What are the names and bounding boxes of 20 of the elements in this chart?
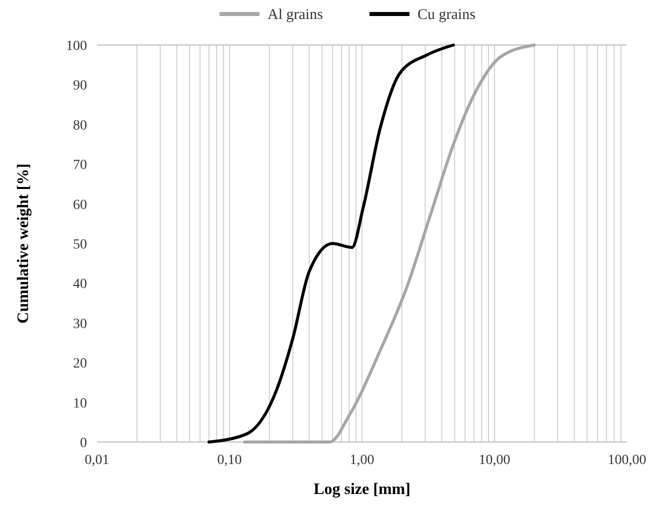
y-tick-label: 90 [73,78,87,94]
y-tick-label: 60 [73,198,87,213]
y-tick-label: 70 [73,158,87,174]
x-tick-label: 0,01 [84,453,110,468]
y-tick-label: 0 [80,436,87,451]
x-tick-label: 0,10 [217,453,242,468]
x-tick-label: 100,00 [608,453,646,468]
x-axis-title: Log size [mm] [314,481,410,498]
y-tick-label: 30 [73,316,87,332]
y-tick-label: 10 [73,396,87,412]
y-axis-title: Cumulative weight [%] [15,164,32,324]
legend-label: Al grains [268,7,324,23]
x-tick-label: 1,00 [350,453,374,468]
y-tick-label: 100 [66,39,87,54]
y-tick-label: 40 [73,277,87,292]
x-tick-label: 10,00 [478,453,510,468]
y-tick-label: 20 [73,356,87,372]
legend-label: Cu grains [418,7,476,23]
y-tick-label: 50 [73,238,87,252]
y-tick-label: 80 [73,118,87,134]
